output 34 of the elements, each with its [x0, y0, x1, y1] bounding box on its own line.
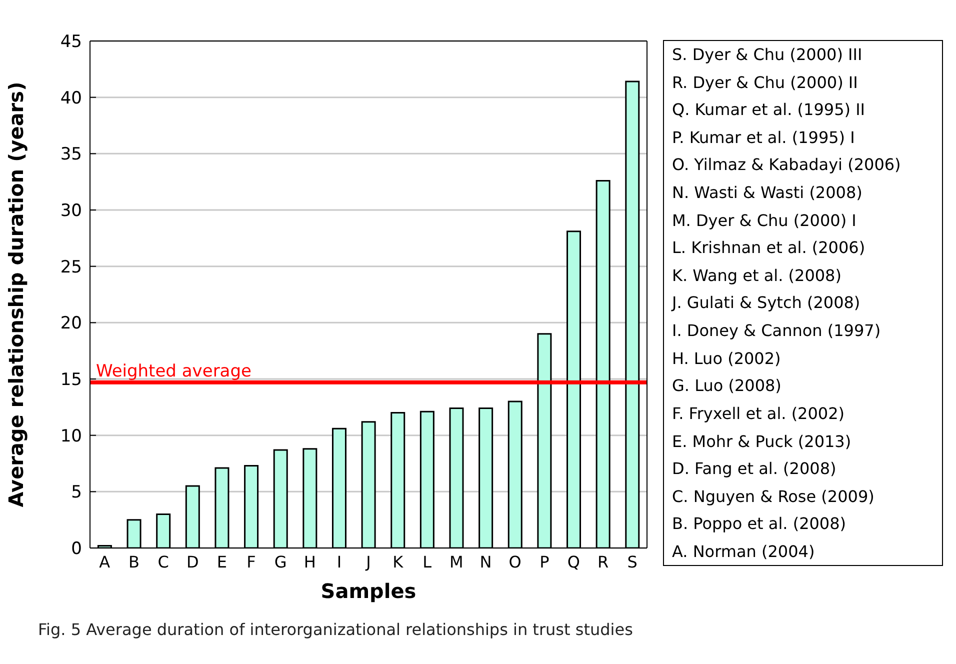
caption: Fig. 5 Average duration of interorganizational relationships in trust studies: [38, 620, 633, 639]
x-tick-label: L: [422, 552, 432, 572]
y-tick-label: 0: [71, 539, 82, 560]
x-tick-label: G: [274, 552, 287, 572]
y-tick-label: 35: [60, 144, 82, 165]
sample-key-box: S. Dyer & Chu (2000) III R. Dyer & Chu (2000) II Q. Kumar et al. (1995) II P. Kumar et al. (1995) I O. Yilmaz & Kabadayi (2006) N. Wasti & Wasti (2008) M. Dyer & Chu (2000) I L. Krishnan et al. (2006) K. Wang et al. (2008) J. Gulati & Sytch (2008) I. Doney & Cannon (1997) H. Luo (2002) G. Luo (2008) F. Fryxell et al. (2002) E. Mohr & Puck (2013) D. Fang et al. (2008) C. Nguyen & Rose (2009) B. Poppo et al. (2008) A. Norman (2004): [663, 40, 943, 566]
y-tick-label: 20: [60, 314, 82, 334]
y-axis-title: Average relationship duration (years): [4, 82, 28, 508]
x-tick-label: E: [216, 552, 227, 572]
y-tick-label: 45: [60, 32, 82, 52]
x-tick-label: R: [597, 552, 609, 572]
x-tick-label: F: [246, 552, 256, 572]
x-tick-label: J: [365, 552, 371, 572]
x-tick-label: A: [99, 552, 110, 572]
x-tick-label: K: [392, 552, 404, 572]
y-tick-label: 40: [60, 88, 82, 108]
x-tick-label: N: [480, 552, 492, 572]
x-tick-label: O: [508, 552, 522, 572]
y-tick-label: 10: [60, 426, 82, 446]
x-tick-label: I: [336, 552, 342, 572]
x-axis-title: Samples: [320, 579, 416, 603]
y-tick-label: 30: [60, 201, 82, 222]
x-tick-label: Q: [567, 552, 580, 572]
y-tick-label: 15: [60, 370, 82, 390]
ref-line-label: Weighted average: [96, 361, 252, 382]
x-tick-label: S: [627, 552, 638, 572]
y-tick-label: 25: [60, 257, 82, 278]
x-tick-label: H: [304, 552, 316, 572]
x-tick-label: P: [540, 552, 550, 572]
x-tick-label: D: [186, 552, 199, 572]
x-tick-label: C: [158, 552, 169, 572]
x-tick-label: B: [128, 552, 140, 572]
y-tick-label: 5: [71, 482, 82, 503]
x-tick-label: M: [450, 552, 464, 572]
